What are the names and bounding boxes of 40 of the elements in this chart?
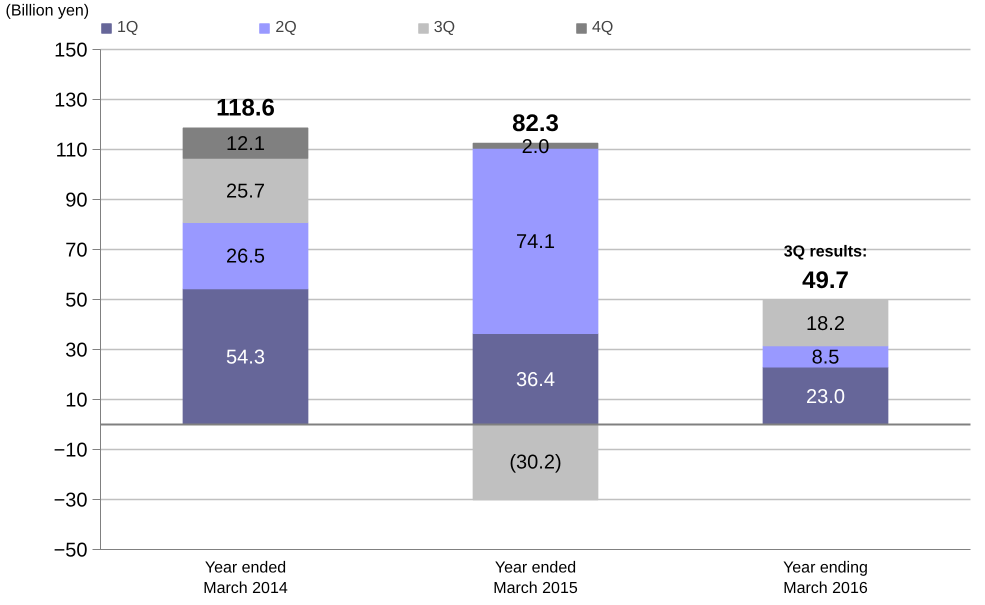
legend-label: 4Q — [592, 19, 614, 37]
data-label: 23.0 — [806, 386, 845, 408]
bar — [762, 366, 888, 425]
annotation: 3Q results: — [784, 243, 868, 260]
data-label: 8.5 — [812, 346, 840, 368]
data-label: 18.2 — [806, 313, 845, 335]
y-tick-label: −30 — [54, 490, 88, 512]
data-label: (30.2) — [509, 451, 562, 474]
data-label: 74.1 — [516, 230, 555, 253]
legend-label: 3Q — [434, 19, 456, 37]
total-label: 118.6 — [216, 94, 275, 122]
data-label: 54.3 — [226, 346, 265, 369]
bar — [182, 288, 308, 425]
total-label: 82.3 — [512, 110, 559, 137]
data-label: 36.4 — [516, 369, 555, 391]
legend-label: 1Q — [117, 19, 138, 37]
x-tick-label: Year ended March 2014 — [203, 560, 288, 597]
y-tick-label: 130 — [54, 90, 88, 112]
bar — [182, 222, 308, 290]
y-tick-label: −50 — [54, 540, 88, 562]
x-tick-label: Year ending March 2016 — [783, 560, 868, 597]
y-axis-title: (Billion yen) — [6, 2, 90, 20]
legend-label: 2Q — [275, 19, 297, 37]
data-label: 25.7 — [226, 180, 265, 202]
data-label: 12.1 — [226, 133, 265, 156]
bar — [762, 300, 888, 346]
data-label: 26.5 — [226, 246, 265, 268]
y-tick-label: 10 — [65, 390, 88, 412]
y-tick-label: 30 — [65, 340, 88, 362]
y-tick-label: 110 — [56, 140, 88, 162]
y-tick-label: 70 — [65, 240, 88, 262]
total-label: 49.7 — [802, 266, 849, 294]
bar — [182, 128, 308, 159]
bar — [182, 158, 308, 223]
y-tick-label: −10 — [54, 440, 88, 462]
y-tick-label: 150 — [54, 40, 88, 62]
y-tick-label: 90 — [65, 190, 88, 212]
y-tick-label: 50 — [65, 290, 88, 312]
bar — [472, 333, 598, 425]
x-tick-label: Year ended March 2015 — [493, 560, 578, 597]
